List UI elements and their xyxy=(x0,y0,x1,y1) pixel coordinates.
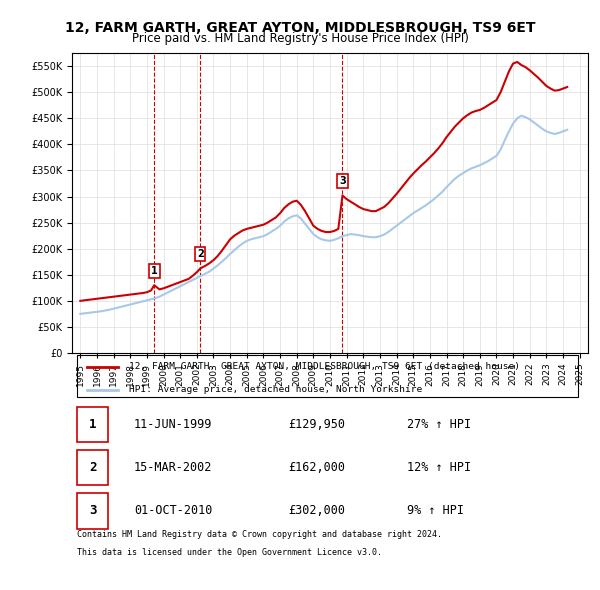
Text: 12% ↑ HPI: 12% ↑ HPI xyxy=(407,461,472,474)
Text: 1: 1 xyxy=(89,418,97,431)
Text: 3: 3 xyxy=(89,504,97,517)
Text: 12, FARM GARTH, GREAT AYTON, MIDDLESBROUGH, TS9 6ET (detached house): 12, FARM GARTH, GREAT AYTON, MIDDLESBROU… xyxy=(129,362,520,371)
Text: 9% ↑ HPI: 9% ↑ HPI xyxy=(407,504,464,517)
Text: Contains HM Land Registry data © Crown copyright and database right 2024.: Contains HM Land Registry data © Crown c… xyxy=(77,530,442,539)
Text: 01-OCT-2010: 01-OCT-2010 xyxy=(134,504,212,517)
Text: £302,000: £302,000 xyxy=(289,504,346,517)
Text: HPI: Average price, detached house, North Yorkshire: HPI: Average price, detached house, Nort… xyxy=(129,385,422,395)
Text: 12, FARM GARTH, GREAT AYTON, MIDDLESBROUGH, TS9 6ET: 12, FARM GARTH, GREAT AYTON, MIDDLESBROU… xyxy=(65,21,535,35)
Text: £162,000: £162,000 xyxy=(289,461,346,474)
Text: 3: 3 xyxy=(339,176,346,186)
Text: This data is licensed under the Open Government Licence v3.0.: This data is licensed under the Open Gov… xyxy=(77,548,382,557)
Text: 2: 2 xyxy=(197,249,203,259)
Text: 27% ↑ HPI: 27% ↑ HPI xyxy=(407,418,472,431)
Text: Price paid vs. HM Land Registry's House Price Index (HPI): Price paid vs. HM Land Registry's House … xyxy=(131,32,469,45)
Text: 1: 1 xyxy=(151,266,158,276)
Text: 15-MAR-2002: 15-MAR-2002 xyxy=(134,461,212,474)
Text: 11-JUN-1999: 11-JUN-1999 xyxy=(134,418,212,431)
Text: £129,950: £129,950 xyxy=(289,418,346,431)
Text: 2: 2 xyxy=(89,461,97,474)
